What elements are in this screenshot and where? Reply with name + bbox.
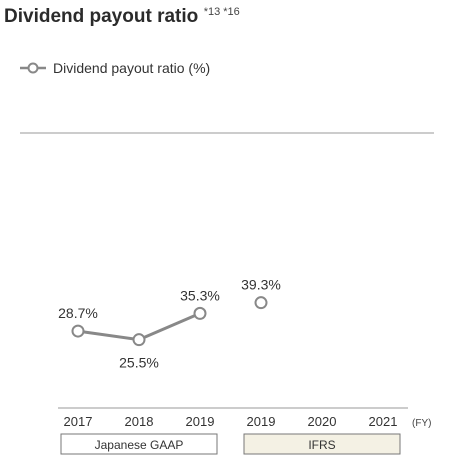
x-axis-unit: (FY) xyxy=(412,418,431,429)
series-points xyxy=(71,296,268,347)
data-label-1: 28.7% xyxy=(58,305,98,321)
data-point-3 xyxy=(193,306,207,320)
data-label-2: 25.5% xyxy=(119,355,159,371)
data-labels: 28.7% 25.5% 35.3% 39.3% xyxy=(58,277,281,371)
group-box-japanese-gaap xyxy=(60,433,218,455)
x-tick-label-4: 2019 xyxy=(247,414,276,429)
legend-label: Dividend payout ratio (%) xyxy=(53,60,210,76)
x-tick-label-5: 2020 xyxy=(308,414,337,429)
data-point-1 xyxy=(71,324,85,338)
data-point-4 xyxy=(254,296,268,310)
x-tick-label-1: 2017 xyxy=(64,414,93,429)
x-tick-label-6: 2021 xyxy=(369,414,398,429)
legend-marker-icon xyxy=(27,62,39,74)
group-box-ifrs xyxy=(243,433,401,455)
x-tick-labels: 2017 2018 2019 2019 2020 2021 xyxy=(64,414,398,429)
x-tick-label-3: 2019 xyxy=(186,414,215,429)
data-label-3: 35.3% xyxy=(180,287,220,303)
group-label-ifrs: IFRS xyxy=(308,438,335,452)
data-label-4: 39.3% xyxy=(241,277,281,293)
chart-title-text: Dividend payout ratio xyxy=(4,6,198,27)
data-point-2 xyxy=(132,333,146,347)
chart-title-superscript: *13 *16 xyxy=(204,6,240,18)
accounting-standard-groups: Japanese GAAP IFRS xyxy=(60,433,401,455)
chart-title: Dividend payout ratio *13 *16 xyxy=(4,6,240,27)
group-label-japanese-gaap: Japanese GAAP xyxy=(95,438,184,452)
x-tick-label-2: 2018 xyxy=(125,414,154,429)
legend: Dividend payout ratio (%) xyxy=(20,60,210,76)
